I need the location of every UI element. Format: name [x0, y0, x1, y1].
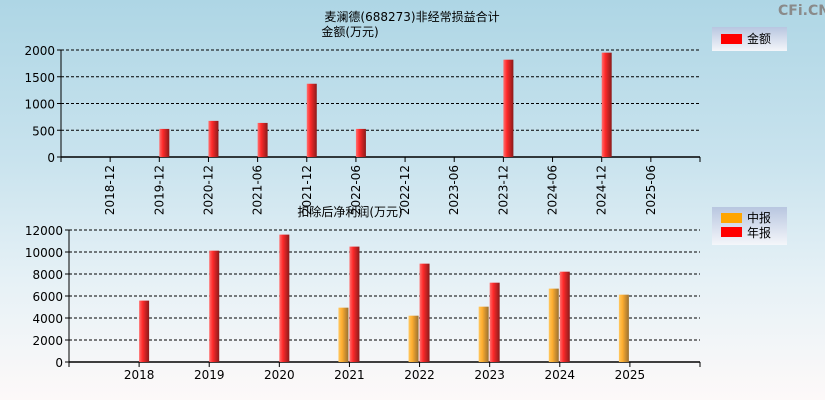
bar-中报-2023 [478, 306, 489, 362]
x-tick-label: 2019-12 [152, 165, 166, 215]
x-tick-label: 2022-12 [398, 165, 412, 215]
chart2-title: 扣除后净利润(万元) [297, 204, 402, 219]
x-tick-label: 2021 [334, 368, 365, 382]
bar-年报-2021 [349, 246, 360, 362]
y-tick-label: 1500 [24, 71, 55, 85]
y-tick-label: 10000 [25, 246, 63, 260]
bar-中报-2024 [548, 288, 559, 362]
legend-label-amount: 金额 [747, 31, 771, 46]
y-tick-label: 4000 [32, 312, 63, 326]
bar-年报-2019 [209, 250, 220, 362]
y-tick-label: 8000 [32, 268, 63, 282]
bar-金额-2024-12 [601, 52, 612, 157]
x-tick-label: 2020 [264, 368, 295, 382]
bar-中报-2021 [338, 307, 349, 362]
y-tick-label: 1000 [24, 98, 55, 112]
x-tick-label: 2024-12 [595, 165, 609, 215]
bar-金额-2023-12 [503, 59, 514, 157]
bar-金额-2022-06 [355, 128, 366, 157]
x-tick-label: 2018 [124, 368, 155, 382]
x-tick-label: 2018-12 [103, 165, 117, 215]
x-tick-label: 2024 [545, 368, 576, 382]
bar-金额-2021-12 [306, 83, 317, 157]
bar-金额-2021-06 [257, 122, 268, 157]
bar-年报-2022 [419, 263, 430, 362]
y-tick-label: 6000 [32, 290, 63, 304]
bar-中报-2025 [618, 294, 629, 362]
y-tick-label: 2000 [32, 334, 63, 348]
x-tick-label: 2022-06 [349, 165, 363, 215]
x-tick-label: 2022 [404, 368, 435, 382]
x-tick-label: 2023-12 [496, 165, 510, 215]
chart2-legend: 中报 年报 [712, 207, 787, 245]
y-tick-label: 500 [32, 124, 55, 138]
legend-swatch-annual [721, 227, 742, 237]
y-tick-label: 0 [47, 151, 55, 165]
bar-年报-2024 [559, 271, 570, 362]
bar-金额-2020-12 [208, 120, 219, 157]
y-tick-label: 12000 [25, 224, 63, 238]
x-tick-label: 2021-06 [251, 165, 265, 215]
x-tick-label: 2024-06 [546, 165, 560, 215]
bar-年报-2018 [139, 300, 150, 362]
bar-年报-2023 [489, 282, 500, 362]
x-tick-label: 2023 [474, 368, 505, 382]
x-tick-label: 2021-12 [300, 165, 314, 215]
bar-年报-2020 [279, 234, 290, 362]
watermark: CFi.CN [778, 3, 825, 19]
legend-swatch-amount [721, 34, 742, 44]
bar-中报-2022 [408, 315, 419, 362]
chart1-ylabel: 金额(万元) [321, 24, 378, 39]
x-tick-label: 2020-12 [201, 165, 215, 215]
legend-label-annual: 年报 [747, 225, 771, 240]
x-tick-label: 2025-06 [644, 165, 658, 215]
bar-金额-2019-12 [159, 128, 170, 157]
chart1-title: 麦澜德(688273)非经常损益合计 [324, 9, 499, 24]
chart1-legend: 金额 [712, 27, 787, 51]
y-tick-label: 2000 [24, 44, 55, 58]
y-tick-label: 0 [55, 356, 63, 370]
x-tick-label: 2025 [615, 368, 646, 382]
legend-swatch-interim [721, 213, 742, 223]
x-tick-label: 2023-06 [447, 165, 461, 215]
legend-label-interim: 中报 [747, 210, 771, 225]
x-tick-label: 2019 [194, 368, 225, 382]
